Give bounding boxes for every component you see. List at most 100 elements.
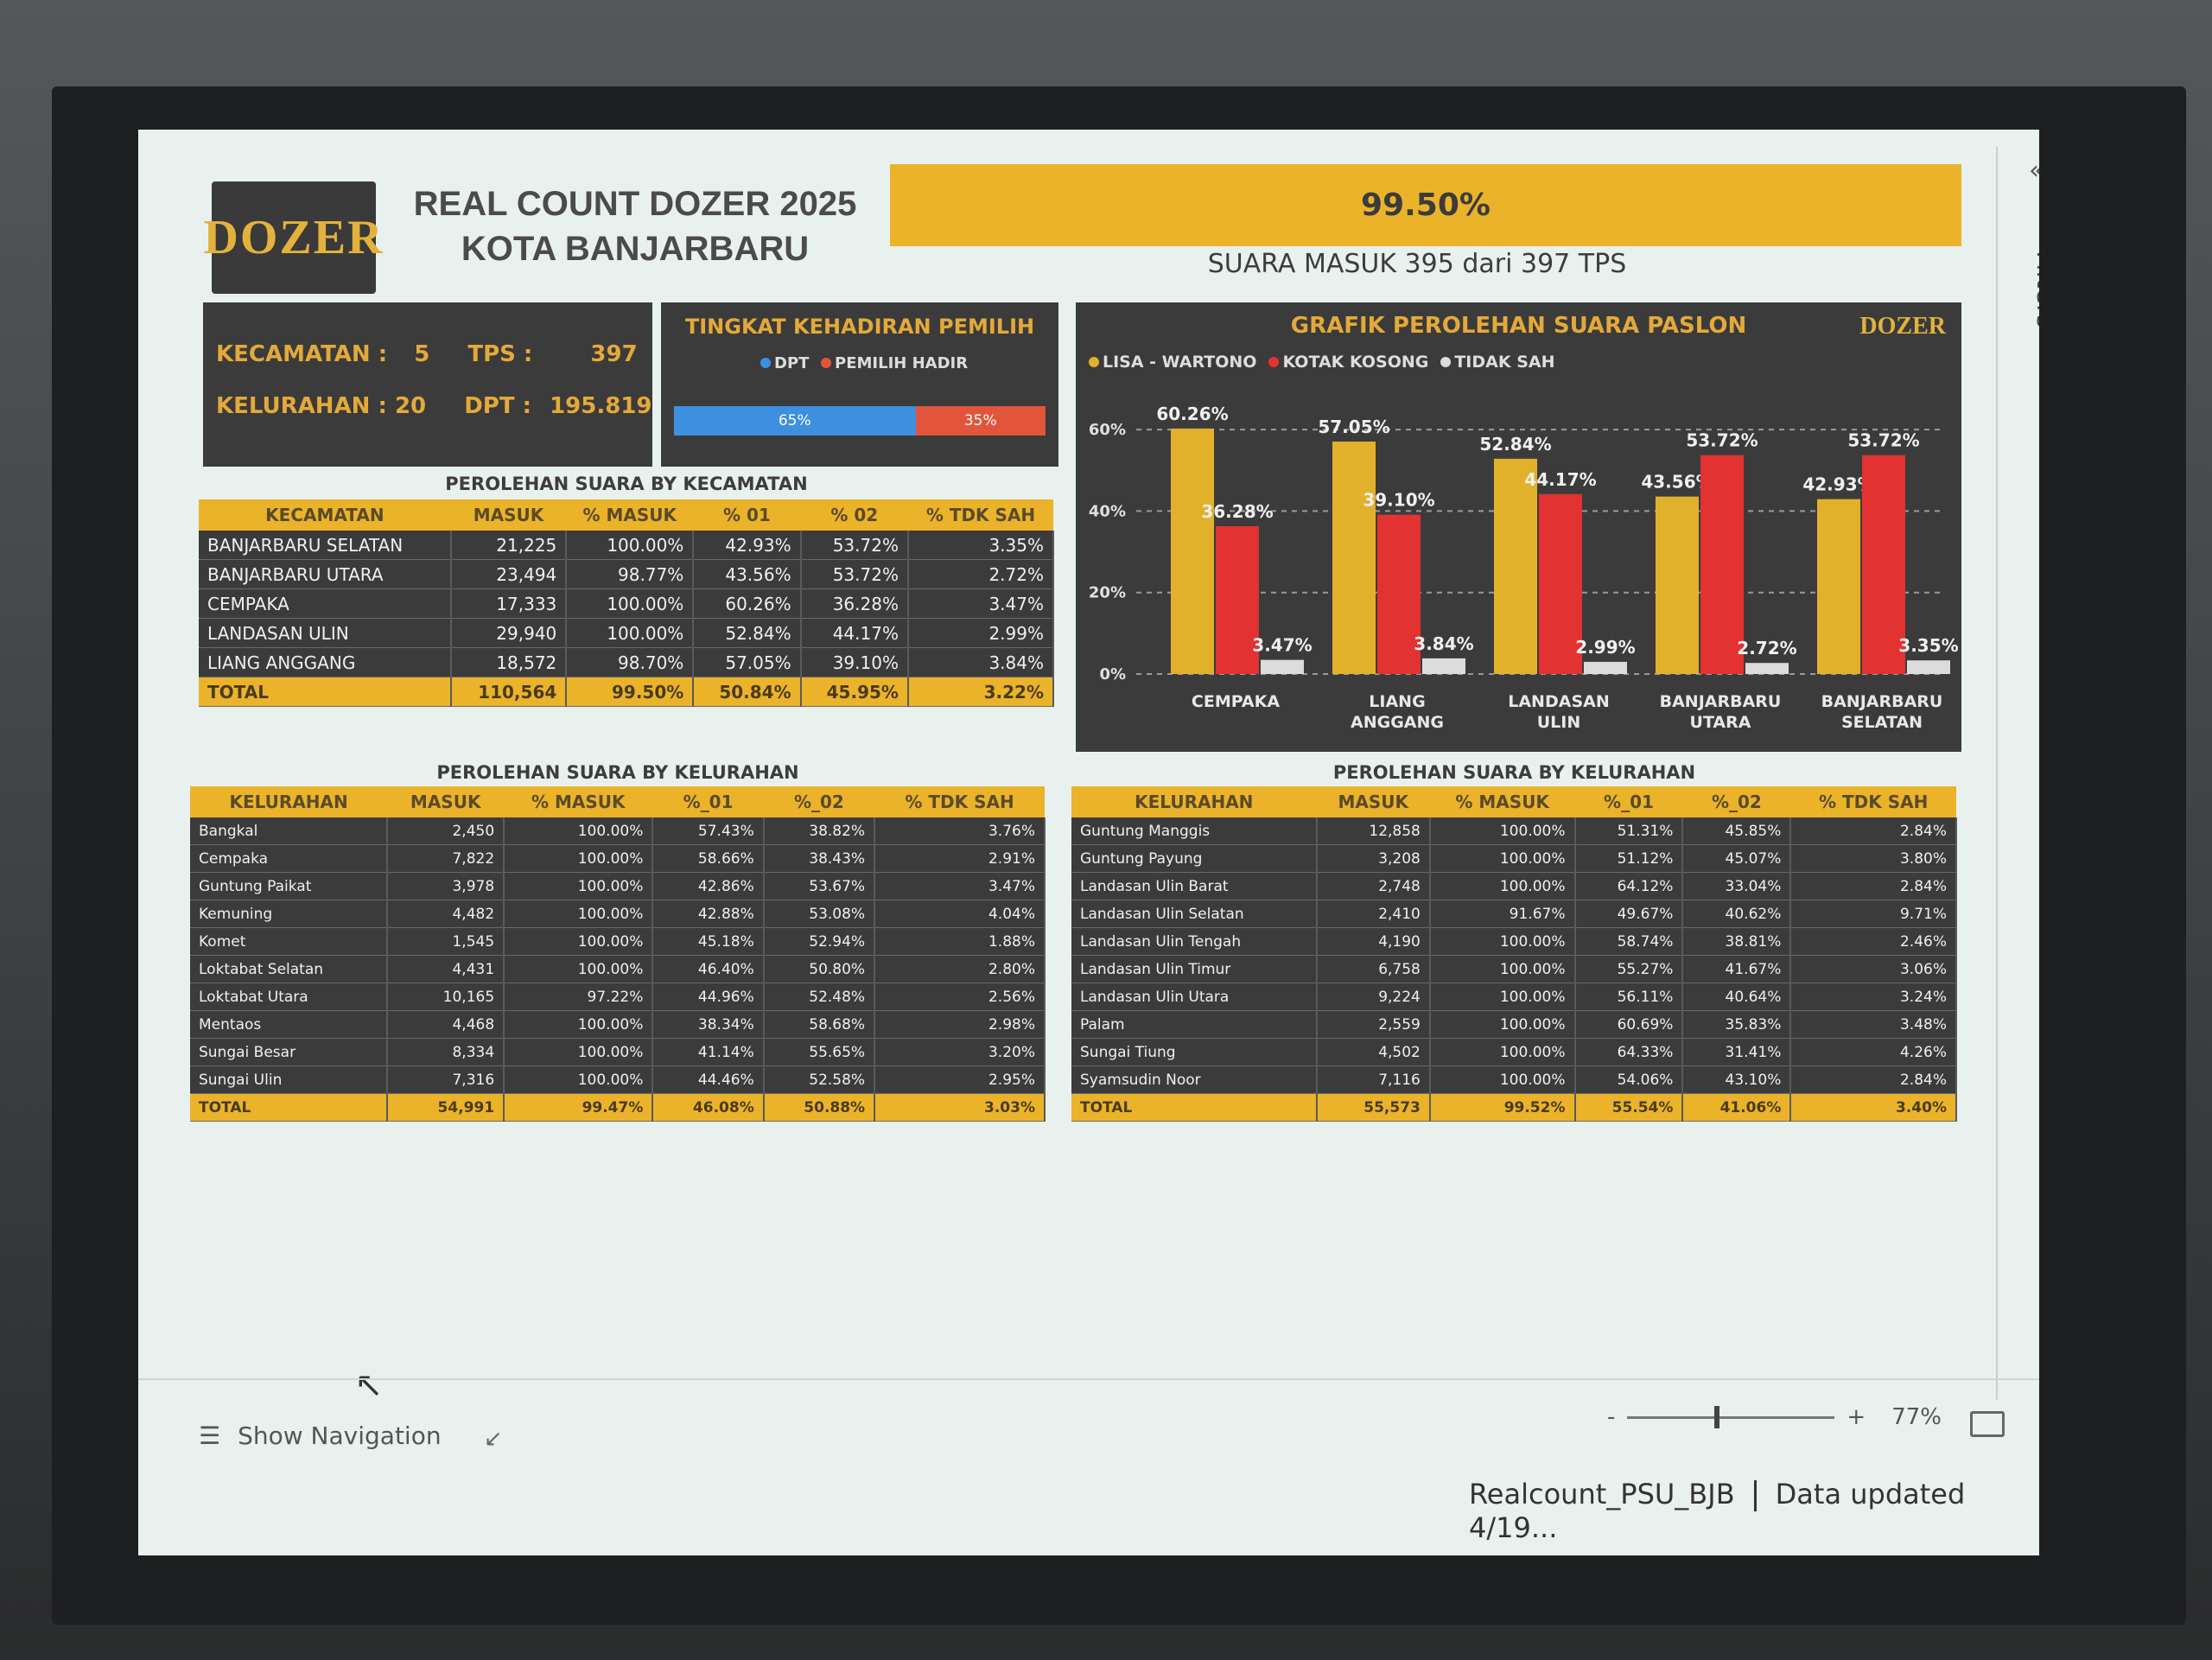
attendance-bar-hadir[interactable]: 35% bbox=[915, 406, 1046, 436]
table-row[interactable]: CEMPAKA 17,333 100.00% 60.26% 36.28% 3.47% bbox=[199, 588, 1055, 619]
table-row[interactable]: Guntung Payung 3,208 100.00% 51.12% 45.07% 3.… bbox=[1071, 844, 1957, 873]
table-cell: 2.91% bbox=[874, 844, 1046, 873]
table-row[interactable]: LANDASAN ULIN 29,940 100.00% 52.84% 44.17% 2.… bbox=[199, 618, 1055, 648]
column-header[interactable]: % TDK SAH bbox=[874, 786, 1045, 817]
table-cell: Guntung Manggis bbox=[1071, 817, 1318, 845]
chart-bar[interactable] bbox=[1332, 442, 1376, 674]
attendance-bar-dpt[interactable]: 65% bbox=[674, 406, 916, 436]
table-cell: Komet bbox=[190, 927, 389, 956]
chart-bar[interactable] bbox=[1539, 493, 1582, 674]
column-header[interactable]: % MASUK bbox=[504, 786, 653, 817]
table-cell: 35.83% bbox=[1682, 1010, 1792, 1039]
table-row[interactable]: Sungai Besar 8,334 100.00% 41.14% 55.65% 3.20… bbox=[190, 1038, 1046, 1066]
table-row[interactable]: Landasan Ulin Barat 2,748 100.00% 64.12% 33.… bbox=[1071, 872, 1957, 900]
zoom-slider-thumb[interactable] bbox=[1714, 1405, 1720, 1428]
table-row[interactable]: Syamsudin Noor 7,116 100.00% 54.06% 43.10% 2.… bbox=[1071, 1065, 1957, 1094]
table-cell: Sungai Tiung bbox=[1071, 1038, 1318, 1066]
chart-bar[interactable] bbox=[1862, 455, 1905, 674]
chart-legend-item[interactable]: LISA - WARTONO bbox=[1089, 353, 1256, 372]
legend-swatch bbox=[1268, 357, 1280, 367]
table-row[interactable]: Mentaos 4,468 100.00% 38.34% 58.68% 2.98% bbox=[190, 1010, 1046, 1039]
chart-bar[interactable] bbox=[1261, 659, 1304, 674]
column-header[interactable]: %_01 bbox=[652, 786, 764, 817]
chart-bar[interactable] bbox=[1700, 455, 1744, 674]
table-row[interactable]: BANJARBARU UTARA 23,494 98.77% 43.56% 53.72%… bbox=[199, 559, 1055, 589]
table-row[interactable]: Guntung Manggis 12,858 100.00% 51.31% 45.85%… bbox=[1071, 817, 1957, 845]
column-header[interactable]: %_01 bbox=[1574, 786, 1683, 817]
filters-pane[interactable]: « Filters bbox=[1996, 147, 2039, 1400]
table-row[interactable]: BANJARBARU SELATAN 21,225 100.00% 42.93% 53.… bbox=[199, 531, 1055, 560]
table-cell: 58.74% bbox=[1574, 927, 1684, 956]
column-header[interactable]: %_02 bbox=[1682, 786, 1791, 817]
table-cell: 98.77% bbox=[566, 559, 695, 589]
table-row[interactable]: Landasan Ulin Selatan 2,410 91.67% 49.67% 40… bbox=[1071, 900, 1957, 928]
table-cell: 52.58% bbox=[763, 1065, 876, 1094]
table-total-row[interactable]: TOTAL 54,991 99.47% 46.08% 50.88% 3.03% bbox=[190, 1093, 1046, 1122]
table-row[interactable]: Bangkal 2,450 100.00% 57.43% 38.82% 3.76% bbox=[190, 817, 1046, 845]
column-header[interactable]: % MASUK bbox=[566, 499, 694, 531]
column-header[interactable]: MASUK bbox=[450, 499, 567, 531]
fit-to-page-icon[interactable] bbox=[1970, 1411, 2005, 1437]
table-row[interactable]: Sungai Ulin 7,316 100.00% 44.46% 52.58% 2.95% bbox=[190, 1065, 1046, 1094]
column-header[interactable]: % TDK SAH bbox=[1790, 786, 1956, 817]
table-cell: 60.26% bbox=[693, 588, 802, 619]
chart-bar[interactable] bbox=[1584, 661, 1627, 674]
table-cell: 53.67% bbox=[763, 872, 876, 900]
chart-bar[interactable] bbox=[1817, 499, 1860, 674]
chart-bar[interactable] bbox=[1171, 428, 1214, 674]
chart-bar[interactable] bbox=[1216, 525, 1259, 674]
show-navigation-button[interactable]: ☰ Show Navigation bbox=[199, 1421, 442, 1450]
table-total-row[interactable]: TOTAL 110,564 99.50% 50.84% 45.95% 3.22% bbox=[199, 677, 1055, 707]
column-header[interactable]: % 02 bbox=[800, 499, 908, 531]
zoom-in-button[interactable]: + bbox=[1847, 1404, 1866, 1430]
zoom-slider[interactable] bbox=[1627, 1405, 1835, 1428]
table-row[interactable]: Landasan Ulin Tengah 4,190 100.00% 58.74% 38… bbox=[1071, 927, 1957, 956]
chart-bar[interactable] bbox=[1377, 514, 1421, 674]
chart-legend-item[interactable]: TIDAK SAH bbox=[1440, 353, 1554, 372]
table-cell: 100.00% bbox=[504, 1010, 654, 1039]
table-row[interactable]: Landasan Ulin Utara 9,224 100.00% 56.11% 40.… bbox=[1071, 983, 1957, 1011]
chart-bar[interactable] bbox=[1907, 660, 1950, 674]
table-cell: 45.85% bbox=[1682, 817, 1792, 845]
table-row[interactable]: Sungai Tiung 4,502 100.00% 64.33% 31.41% 4.26… bbox=[1071, 1038, 1957, 1066]
column-header[interactable]: % 01 bbox=[693, 499, 801, 531]
zoom-out-button[interactable]: - bbox=[1607, 1404, 1616, 1430]
chart-logo: DOZER bbox=[1859, 313, 1946, 340]
table-total-row[interactable]: TOTAL 55,573 99.52% 55.54% 41.06% 3.40% bbox=[1071, 1093, 1957, 1122]
progress-label: 99.50% bbox=[1361, 188, 1491, 223]
chart-bar[interactable] bbox=[1656, 496, 1699, 674]
table-cell: 45.18% bbox=[652, 927, 765, 956]
bar-value-label: 57.05% bbox=[1318, 417, 1389, 437]
column-header[interactable]: MASUK bbox=[1316, 786, 1430, 817]
column-header[interactable]: KELURAHAN bbox=[1071, 786, 1317, 817]
table-row[interactable]: Komet 1,545 100.00% 45.18% 52.94% 1.88% bbox=[190, 927, 1046, 956]
table-row[interactable]: Cempaka 7,822 100.00% 58.66% 38.43% 2.91% bbox=[190, 844, 1046, 873]
summary-row-2: KELURAHAN : 20 DPT : 195.819 bbox=[216, 393, 652, 419]
collapse-icon[interactable]: ↙ bbox=[484, 1426, 503, 1452]
collapse-filters-icon[interactable]: « bbox=[2029, 156, 2039, 186]
table-row[interactable]: LIANG ANGGANG 18,572 98.70% 57.05% 39.10% 3.8… bbox=[199, 647, 1055, 677]
vote-bar-chart[interactable]: 0% 20% 40% 60% 60.26% 36.28% 3.47% CEMPAKA 57.05… bbox=[1076, 302, 1961, 752]
chart-legend-item[interactable]: KOTAK KOSONG bbox=[1268, 353, 1428, 372]
chart-bar[interactable] bbox=[1745, 663, 1789, 674]
chart-bar[interactable] bbox=[1494, 458, 1537, 674]
column-header[interactable]: MASUK bbox=[387, 786, 505, 817]
bar-value-label: 52.84% bbox=[1479, 434, 1551, 455]
table-row[interactable]: Guntung Paikat 3,978 100.00% 42.86% 53.67% 3.… bbox=[190, 872, 1046, 900]
table-row[interactable]: Loktabat Utara 10,165 97.22% 44.96% 52.48% 2.… bbox=[190, 983, 1046, 1011]
column-header[interactable]: %_02 bbox=[763, 786, 875, 817]
table-row[interactable]: Kemuning 4,482 100.00% 42.88% 53.08% 4.04% bbox=[190, 900, 1046, 928]
legend-swatch bbox=[1440, 357, 1452, 367]
column-header[interactable]: KELURAHAN bbox=[190, 786, 388, 817]
column-header[interactable]: KECAMATAN bbox=[199, 499, 451, 531]
table-row[interactable]: Landasan Ulin Timur 6,758 100.00% 55.27% 41.… bbox=[1071, 955, 1957, 983]
table-cell: 4,482 bbox=[387, 900, 505, 928]
attendance-bar[interactable]: 65% 35% bbox=[674, 406, 1046, 436]
table-row[interactable]: Loktabat Selatan 4,431 100.00% 46.40% 50.80%… bbox=[190, 955, 1046, 983]
kelurahan-right-title: PEROLEHAN SUARA BY KELURAHAN bbox=[1332, 762, 1696, 783]
column-header[interactable]: % TDK SAH bbox=[907, 499, 1053, 531]
filters-label[interactable]: Filters bbox=[2031, 251, 2039, 328]
chart-bar[interactable] bbox=[1422, 658, 1465, 674]
column-header[interactable]: % MASUK bbox=[1429, 786, 1575, 817]
table-row[interactable]: Palam 2,559 100.00% 60.69% 35.83% 3.48% bbox=[1071, 1010, 1957, 1039]
